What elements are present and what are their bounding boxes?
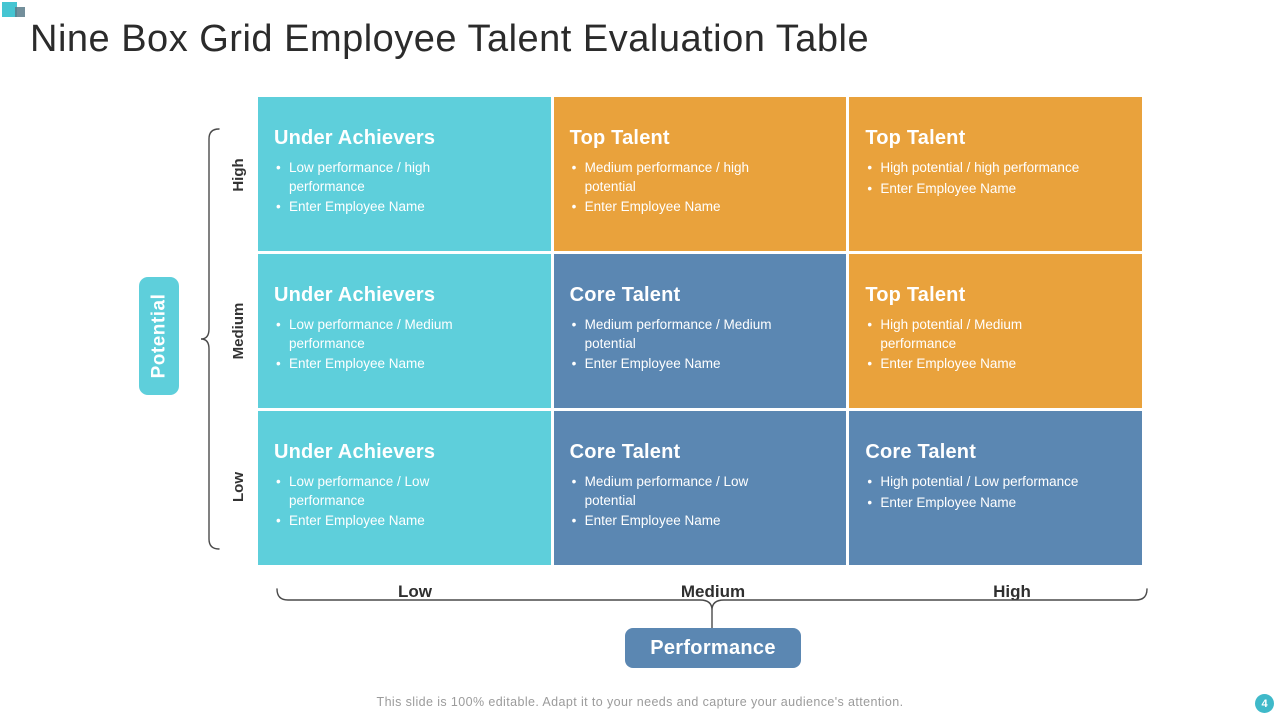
grid-cell-low-medium: Core Talent Medium performance / Low pot…	[553, 411, 847, 565]
grid-cell-low-low: Under Achievers Low performance / Low pe…	[258, 411, 551, 565]
cell-desc: High potential / Low performance	[865, 473, 1083, 492]
cell-employee: Enter Employee Name	[865, 180, 1083, 199]
cell-desc: Low performance / Medium performance	[274, 316, 492, 353]
cell-employee: Enter Employee Name	[570, 198, 788, 217]
cell-title: Core Talent	[569, 441, 681, 463]
corner-square-2	[15, 7, 25, 17]
cell-employee: Enter Employee Name	[274, 198, 492, 217]
cell-desc: Low performance / Low performance	[274, 473, 492, 510]
cell-title: Under Achievers	[274, 284, 436, 306]
x-axis-label: Performance	[650, 636, 776, 659]
page-title: Nine Box Grid Employee Talent Evaluation…	[30, 18, 870, 60]
cell-employee: Enter Employee Name	[570, 355, 788, 374]
cell-desc: High potential / high performance	[865, 159, 1083, 178]
cell-title: Top Talent	[865, 127, 966, 149]
cell-desc: Medium performance / high potential	[570, 159, 788, 196]
y-axis-label-box: Potential	[139, 277, 179, 395]
page-number-badge: 4	[1255, 694, 1274, 713]
cell-desc: Medium performance / Low potential	[570, 473, 788, 510]
cell-title: Core Talent	[865, 441, 977, 463]
y-tick-low: Low	[229, 472, 247, 502]
y-tick-high: High	[229, 158, 247, 192]
cell-employee: Enter Employee Name	[865, 355, 1083, 374]
x-axis-label-box: Performance	[625, 628, 801, 668]
cell-desc: Medium performance / Medium potential	[570, 316, 788, 353]
grid-cell-high-high: Top Talent High potential / high perform…	[849, 97, 1142, 251]
cell-title: Core Talent	[569, 284, 681, 306]
nine-box-grid: Under Achievers Low performance / high p…	[258, 97, 1142, 565]
footer-note: This slide is 100% editable. Adapt it to…	[376, 695, 904, 709]
cell-employee: Enter Employee Name	[274, 355, 492, 374]
x-tick-medium: Medium	[680, 582, 746, 601]
grid-cell-medium-low: Under Achievers Low performance / Medium…	[258, 254, 551, 408]
cell-title: Top Talent	[865, 284, 966, 306]
x-tick-high: High	[993, 582, 1031, 601]
y-axis-bracket	[200, 128, 222, 555]
grid-cell-low-high: Core Talent High potential / Low perform…	[849, 411, 1142, 565]
grid-cell-high-low: Under Achievers Low performance / high p…	[258, 97, 551, 251]
cell-employee: Enter Employee Name	[570, 512, 788, 531]
grid-cell-medium-medium: Core Talent Medium performance / Medium …	[553, 254, 847, 408]
y-axis-label: Potential	[148, 293, 170, 379]
x-axis-bracket	[276, 588, 1148, 637]
corner-square-1	[2, 2, 17, 17]
cell-title: Under Achievers	[274, 127, 436, 149]
cell-title: Under Achievers	[274, 441, 436, 463]
cell-desc: Low performance / high performance	[274, 159, 492, 196]
grid-cell-high-medium: Top Talent Medium performance / high pot…	[553, 97, 847, 251]
curly-brace-left-icon	[200, 128, 220, 550]
cell-desc: High potential / Medium performance	[865, 316, 1083, 353]
y-tick-medium: Medium	[229, 302, 247, 360]
x-tick-low: Low	[398, 582, 432, 601]
grid-cell-medium-high: Top Talent High potential / Medium perfo…	[849, 254, 1142, 408]
cell-title: Top Talent	[569, 127, 670, 149]
curly-brace-bottom-icon	[276, 588, 1148, 631]
cell-employee: Enter Employee Name	[865, 494, 1083, 513]
cell-employee: Enter Employee Name	[274, 512, 492, 531]
